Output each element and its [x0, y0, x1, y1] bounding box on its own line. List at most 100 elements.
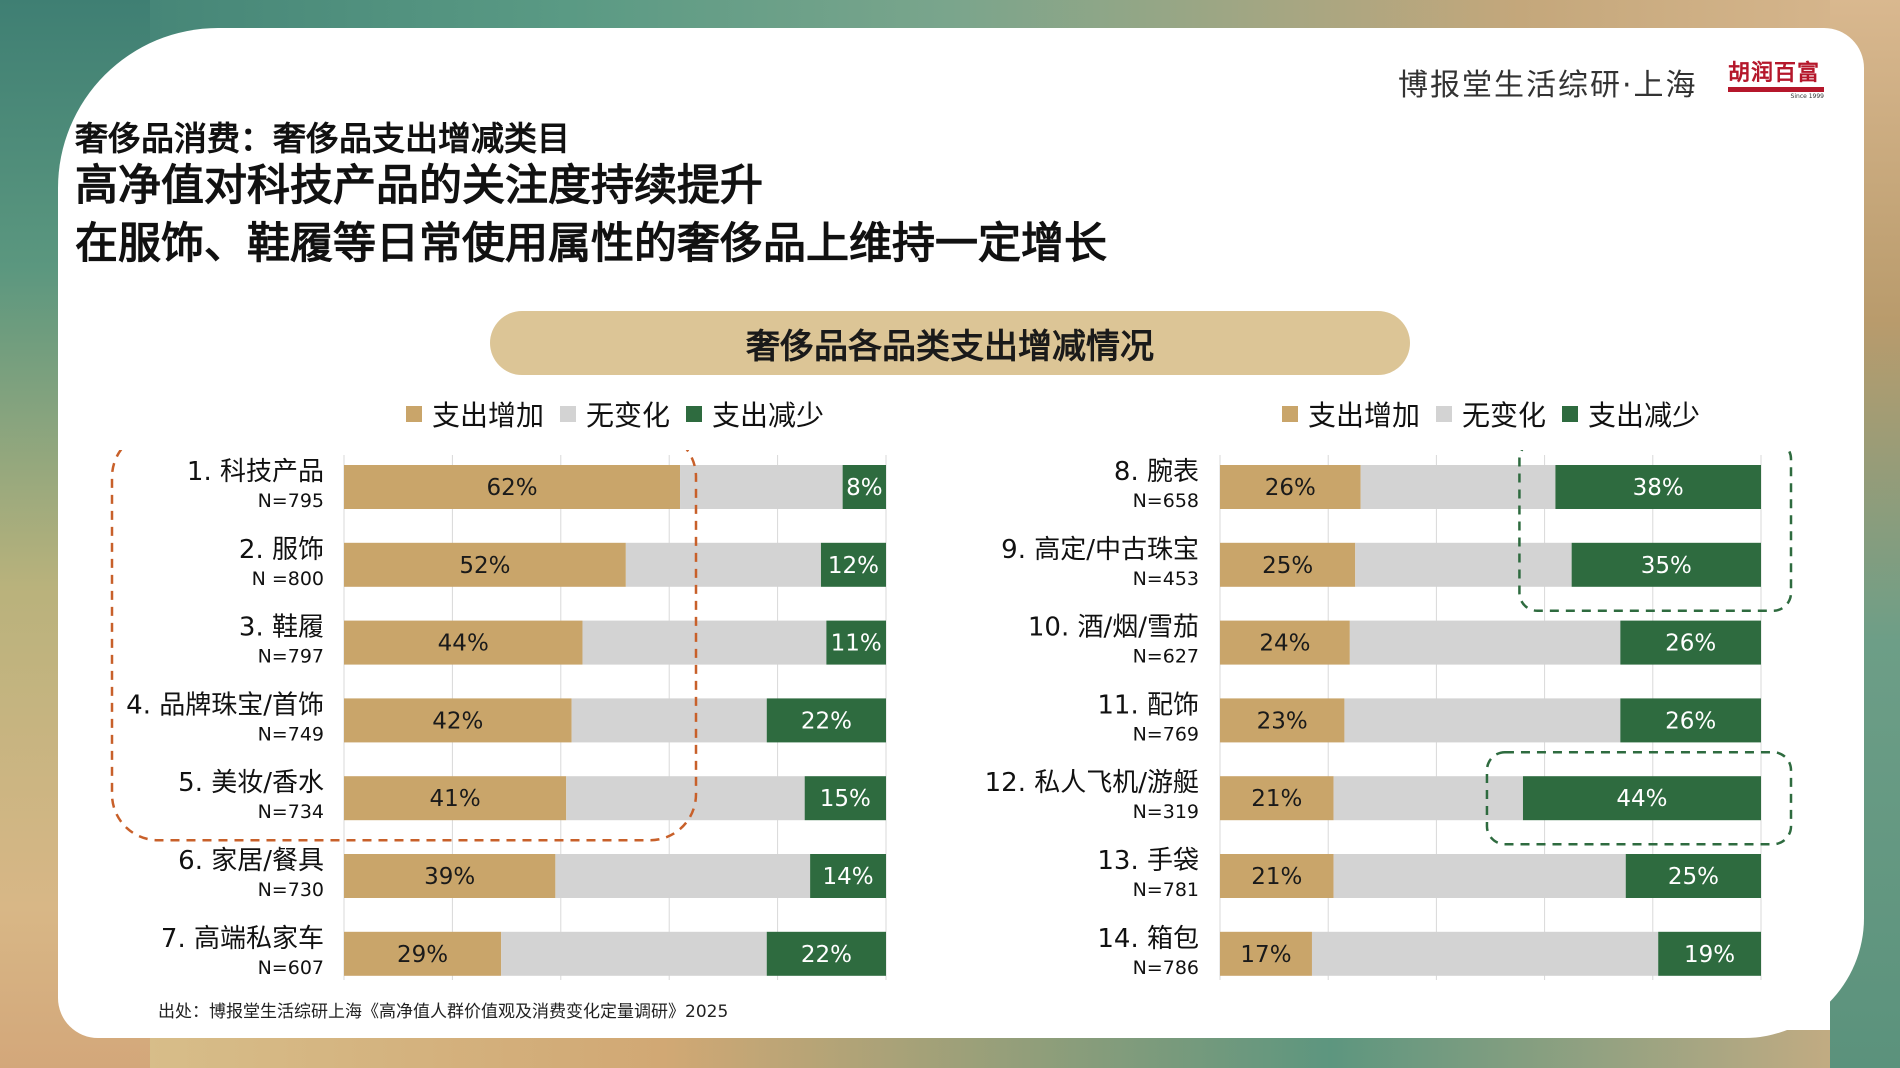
bar-increase [1220, 465, 1361, 509]
legend-swatch-decrease [686, 406, 703, 422]
legend-item-no-change: 无变化 [1436, 394, 1546, 434]
bar-no-change [1344, 698, 1621, 743]
bar-decrease [1620, 620, 1761, 665]
category-label: 3. 鞋履 [239, 613, 324, 643]
category-label: 1. 科技产品 [187, 457, 324, 487]
sample-size-label: N=627 [1133, 646, 1199, 668]
data-label-increase: 24% [1259, 631, 1310, 657]
bar-decrease [810, 854, 886, 898]
bar-no-change [1333, 854, 1626, 898]
data-label-increase: 26% [1265, 475, 1316, 501]
legend-item-increase: 支出增加 [1282, 394, 1420, 434]
bar-no-change [566, 776, 805, 821]
data-label-decrease: 26% [1665, 631, 1716, 657]
legend-swatch-increase [1282, 406, 1298, 422]
bar-decrease [1658, 931, 1761, 976]
logo-since: Since 1999 [1790, 93, 1824, 100]
title-line-1: 高净值对科技产品的关注度持续提升 [75, 161, 763, 211]
data-label-increase: 17% [1240, 942, 1291, 968]
category-label: 10. 酒/烟/雪茄 [1028, 613, 1199, 643]
legend-label-no-change: 无变化 [1462, 399, 1547, 432]
data-label-decrease: 22% [801, 942, 852, 968]
legend-swatch-increase [406, 406, 422, 422]
sample-size-label: N=797 [258, 646, 324, 668]
data-label-increase: 52% [459, 553, 510, 579]
legend-swatch-no-change [560, 406, 577, 422]
chart-right: 26% 38% 8. 腕表 N=658 25% 35% 9. 高定/中古珠宝 N=453 24%… [985, 450, 1793, 980]
category-label: 8. 腕表 [1114, 457, 1199, 487]
bar-increase [344, 776, 567, 821]
data-label-decrease: 19% [1684, 942, 1735, 968]
chart-title-pill: 奢侈品各品类支出增减情况 [490, 311, 1410, 375]
data-label-decrease: 22% [801, 708, 852, 734]
sample-size-label: N=453 [1133, 568, 1199, 590]
sample-size-label: N=781 [1133, 879, 1199, 901]
data-label-increase: 25% [1262, 553, 1313, 579]
category-label: 11. 配饰 [1097, 690, 1199, 720]
title-line-2: 在服饰、鞋履等日常使用属性的奢侈品上维持一定增长 [75, 219, 1107, 269]
bar-no-change [1355, 542, 1572, 587]
data-label-increase: 44% [438, 631, 489, 657]
sample-size-label: N=749 [258, 723, 324, 745]
sample-size-label: N=658 [1133, 490, 1199, 512]
logo-text: 胡润百富 [1728, 60, 1821, 86]
bar-decrease [1571, 542, 1761, 587]
data-label-decrease: 25% [1668, 864, 1719, 890]
bar-no-change [625, 542, 821, 587]
legend-label-no-change: 无变化 [586, 399, 671, 432]
category-label: 12. 私人飞机/游艇 [985, 768, 1199, 798]
data-label-decrease: 15% [820, 786, 871, 812]
bar-increase [344, 465, 681, 509]
legend-label-increase: 支出增加 [1308, 399, 1421, 432]
legend-item-decrease: 支出减少 [686, 394, 824, 434]
category-label: 7. 高端私家车 [161, 924, 324, 954]
data-label-decrease: 26% [1665, 708, 1716, 734]
bar-no-change [555, 854, 811, 898]
data-label-increase: 41% [430, 786, 481, 812]
legend-label-decrease: 支出减少 [1588, 399, 1701, 432]
data-label-decrease: 14% [822, 864, 873, 890]
category-label: 4. 品牌珠宝/首饰 [126, 690, 324, 720]
data-label-increase: 21% [1251, 864, 1302, 890]
data-label-decrease: 8% [846, 475, 883, 501]
bar-increase [1220, 854, 1334, 898]
category-label: 9. 高定/中古珠宝 [1001, 535, 1199, 565]
data-label-increase: 42% [432, 708, 483, 734]
sample-size-label: N=734 [258, 801, 324, 823]
category-label: 5. 美妆/香水 [178, 768, 324, 798]
bar-no-change [680, 465, 843, 509]
bar-increase [344, 854, 556, 898]
data-label-increase: 21% [1251, 786, 1302, 812]
hurun-logo: 胡润百富 Since 1999 [1728, 60, 1824, 100]
category-label: 2. 服饰 [239, 535, 324, 565]
legend-right: 支出增加 无变化 支出减少 [1282, 394, 1716, 434]
bar-decrease [1522, 776, 1761, 821]
sample-size-label: N=319 [1133, 801, 1199, 823]
bar-increase [344, 620, 583, 665]
legend-item-increase: 支出增加 [406, 394, 544, 434]
sample-size-label: N=769 [1133, 723, 1199, 745]
sample-size-label: N=607 [258, 957, 324, 979]
legend-swatch-decrease [1562, 406, 1579, 422]
legend-label-decrease: 支出减少 [712, 399, 825, 432]
sample-size-label: N=795 [258, 490, 324, 512]
bar-decrease [1555, 465, 1761, 509]
bar-decrease [804, 776, 886, 821]
chart-left: 62% 8% 1. 科技产品 N=795 52% 12% 2. 服饰 N =800 44% 11%… [110, 450, 887, 980]
sample-size-label: N =800 [252, 568, 324, 590]
data-label-decrease: 44% [1616, 786, 1667, 812]
category-label: 6. 家居/餐具 [178, 846, 324, 876]
bar-decrease [842, 465, 886, 509]
data-label-decrease: 35% [1641, 553, 1692, 579]
data-label-increase: 39% [424, 864, 475, 890]
data-label-decrease: 11% [831, 631, 882, 657]
data-label-decrease: 38% [1633, 475, 1684, 501]
sample-size-label: N=730 [258, 879, 324, 901]
source-footnote: 出处：博报堂生活综研上海《高净值人群价值观及消费变化定量调研》2025 [158, 1002, 729, 1022]
data-label-increase: 62% [486, 475, 537, 501]
data-label-decrease: 12% [828, 553, 879, 579]
sample-size-label: N=786 [1133, 957, 1199, 979]
bar-no-change [582, 620, 827, 665]
legend-swatch-no-change [1436, 406, 1453, 422]
bar-no-change [501, 931, 767, 976]
